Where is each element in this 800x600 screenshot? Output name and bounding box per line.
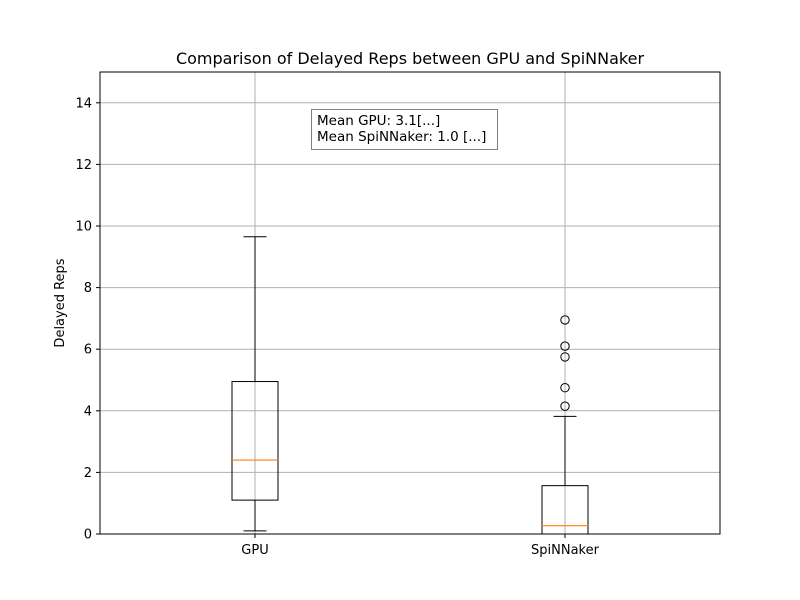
ticks-layer: 0 2 4 6 8 10 12 14 GPU SpiNNaker [75,96,599,558]
annotation-line-spinnaker: Mean SpiNNaker: 1.0 [...] [317,129,486,145]
box-gpu [231,236,279,532]
chart-title: Comparison of Delayed Reps between GPU a… [176,49,645,68]
annotation-frame [311,109,498,150]
iqr-box-gpu [231,381,279,501]
outlier-point-spinnaker [560,401,570,411]
y-tick-label: 2 [84,466,92,481]
y-tick-label: 10 [75,220,92,235]
outlier-point-spinnaker [560,383,570,393]
outlier-point-spinnaker [560,315,570,325]
y-tick-label: 8 [84,281,92,296]
y-tick-label: 14 [75,96,92,111]
y-tick-label: 6 [84,343,92,358]
x-tick-label-gpu: GPU [241,543,268,558]
outlier-point-spinnaker [560,341,570,351]
x-tick-label-spinnaker: SpiNNaker [531,543,600,558]
plot-frame [99,71,721,535]
y-axis-label: Delayed Reps [53,258,68,347]
outlier-point-spinnaker [560,352,570,362]
y-tick-label: 4 [84,404,92,419]
y-tick-label: 0 [84,528,92,543]
y-tick-label: 12 [75,158,92,173]
boxes-layer [231,236,589,535]
mean-annotation-box: Mean GPU: 3.1[...] Mean SpiNNaker: 1.0 [… [311,109,498,150]
annotation-line-gpu: Mean GPU: 3.1[...] [317,113,440,129]
